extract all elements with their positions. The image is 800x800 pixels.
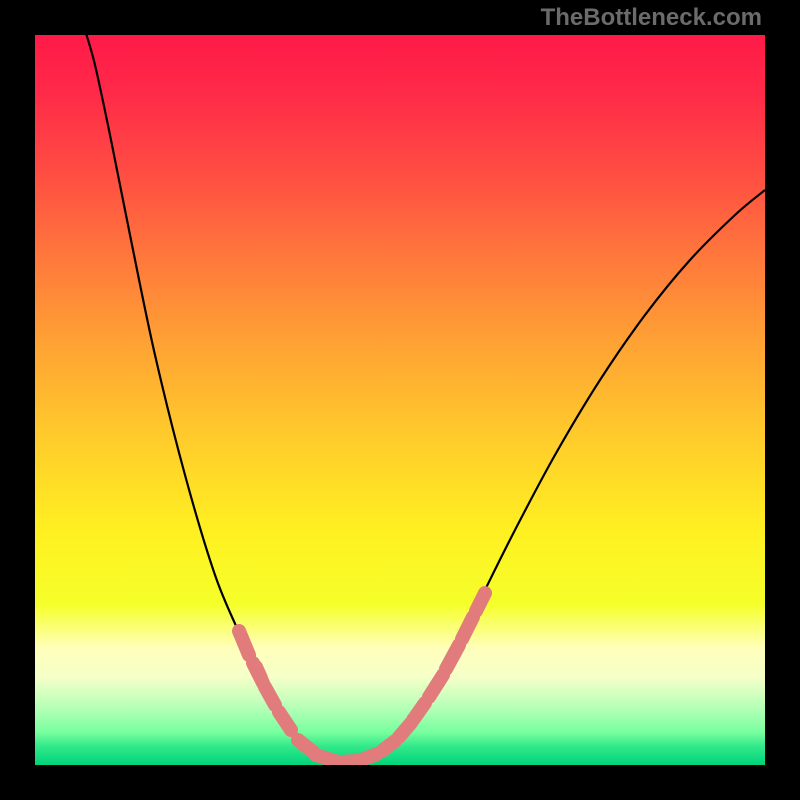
highlight-marker (265, 687, 275, 705)
chart-background (35, 35, 765, 765)
chart-outer-frame: TheBottleneck.com (0, 0, 800, 800)
plot-area (35, 35, 765, 765)
highlight-marker (316, 755, 335, 761)
highlight-marker (413, 703, 425, 720)
bottleneck-curve-chart (35, 35, 765, 765)
watermark-text: TheBottleneck.com (541, 4, 762, 32)
highlight-marker (279, 712, 291, 730)
highlight-marker (239, 631, 249, 655)
highlight-marker (361, 754, 377, 760)
highlight-marker (382, 741, 395, 751)
highlight-marker (462, 617, 473, 639)
highlight-marker (298, 740, 313, 752)
highlight-marker (476, 593, 485, 611)
highlight-marker (256, 667, 261, 678)
